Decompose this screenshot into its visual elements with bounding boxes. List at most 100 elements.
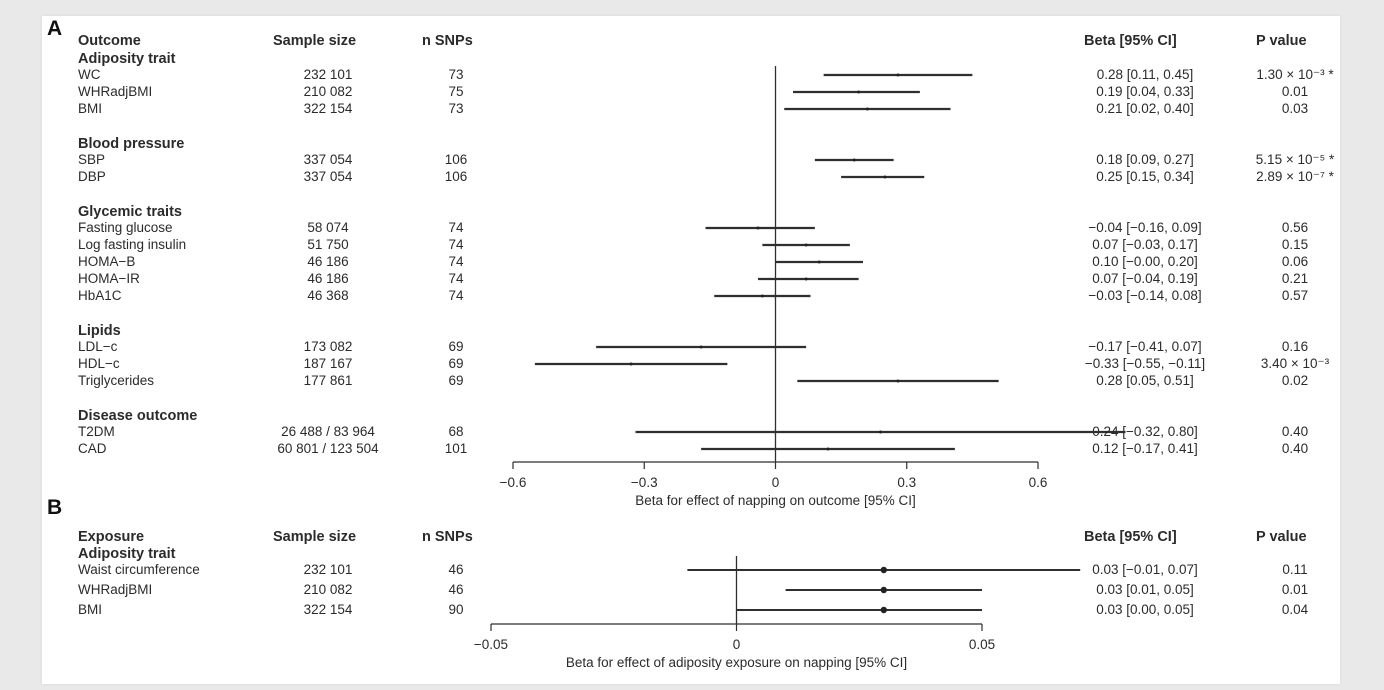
row-beta-ci: 0.28 [0.05, 0.51] bbox=[1096, 373, 1194, 388]
row-beta-ci: 0.07 [−0.04, 0.19] bbox=[1092, 271, 1198, 286]
header-outcome: Exposure bbox=[78, 529, 145, 545]
row-n-snps: 46 bbox=[448, 582, 464, 597]
row-p-value: 0.01 bbox=[1281, 84, 1309, 99]
row-label: WHRadjBMI bbox=[78, 582, 153, 597]
point-estimate bbox=[896, 73, 900, 77]
figure-card bbox=[42, 16, 1340, 684]
row-n-snps: 75 bbox=[448, 84, 464, 99]
header-n-snps: n SNPs bbox=[422, 529, 473, 545]
group-heading: Adiposity trait bbox=[78, 51, 176, 67]
point-estimate bbox=[880, 566, 887, 574]
row-n-snps: 74 bbox=[448, 220, 464, 235]
row-beta-ci: 0.03 [0.00, 0.05] bbox=[1096, 602, 1194, 617]
x-axis-label: Beta for effect of napping on outcome [9… bbox=[635, 493, 916, 508]
row-label: DBP bbox=[78, 169, 106, 184]
point-estimate bbox=[879, 430, 882, 434]
x-tick-label: 0 bbox=[771, 475, 780, 490]
row-p-value: 1.30 × 10⁻³ * bbox=[1256, 67, 1334, 82]
row-sample-size: 60 801 / 123 504 bbox=[277, 441, 379, 456]
x-tick-label: 0.3 bbox=[897, 475, 917, 490]
row-n-snps: 74 bbox=[448, 288, 464, 303]
row-n-snps: 74 bbox=[448, 271, 464, 286]
row-sample-size: 177 861 bbox=[303, 373, 353, 388]
row-beta-ci: −0.03 [−0.14, 0.08] bbox=[1088, 288, 1202, 303]
x-axis-label: Beta for effect of adiposity exposure on… bbox=[565, 655, 908, 670]
point-estimate bbox=[865, 107, 869, 111]
point-estimate bbox=[857, 90, 861, 94]
row-label: HbA1C bbox=[78, 288, 122, 303]
row-p-value: 0.16 bbox=[1281, 339, 1309, 354]
x-tick-label: −0.05 bbox=[473, 637, 509, 652]
row-p-value: 0.01 bbox=[1281, 582, 1309, 597]
row-beta-ci: 0.19 [0.04, 0.33] bbox=[1096, 84, 1194, 99]
row-p-value: 0.02 bbox=[1281, 373, 1309, 388]
point-estimate bbox=[760, 294, 764, 298]
point-estimate bbox=[880, 586, 887, 594]
row-label: HDL−c bbox=[78, 356, 120, 371]
point-estimate bbox=[804, 243, 808, 247]
row-sample-size: 173 082 bbox=[303, 339, 353, 354]
row-p-value: 0.21 bbox=[1281, 271, 1309, 286]
row-beta-ci: −0.33 [−0.55, −0.11] bbox=[1084, 356, 1206, 371]
row-p-value: 0.40 bbox=[1281, 424, 1309, 439]
x-tick-label: 0 bbox=[732, 637, 741, 652]
row-beta-ci: 0.12 [−0.17, 0.41] bbox=[1092, 441, 1198, 456]
header-p-value: P value bbox=[1256, 33, 1307, 49]
header-p-value: P value bbox=[1256, 529, 1307, 545]
row-label: T2DM bbox=[78, 424, 115, 439]
row-n-snps: 69 bbox=[448, 356, 464, 371]
row-sample-size: 46 186 bbox=[307, 254, 349, 269]
row-beta-ci: 0.21 [0.02, 0.40] bbox=[1096, 101, 1194, 116]
row-label: BMI bbox=[78, 101, 103, 116]
point-estimate bbox=[896, 379, 900, 383]
row-n-snps: 69 bbox=[448, 339, 464, 354]
row-label: LDL−c bbox=[78, 339, 118, 354]
row-n-snps: 74 bbox=[448, 254, 464, 269]
row-p-value: 0.04 bbox=[1281, 602, 1309, 617]
point-estimate bbox=[804, 277, 808, 281]
row-beta-ci: 0.28 [0.11, 0.45] bbox=[1096, 67, 1194, 82]
row-label: WC bbox=[78, 67, 101, 82]
row-beta-ci: 0.25 [0.15, 0.34] bbox=[1096, 169, 1194, 184]
group-heading: Blood pressure bbox=[78, 136, 185, 152]
row-label: Waist circumference bbox=[78, 562, 200, 577]
row-label: Fasting glucose bbox=[78, 220, 173, 235]
row-sample-size: 232 101 bbox=[303, 562, 353, 577]
row-beta-ci: −0.17 [−0.41, 0.07] bbox=[1088, 339, 1202, 354]
header-n-snps: n SNPs bbox=[422, 33, 473, 49]
x-tick-label: 0.05 bbox=[968, 637, 996, 652]
row-p-value: 0.57 bbox=[1281, 288, 1309, 303]
row-n-snps: 101 bbox=[444, 441, 468, 456]
point-estimate bbox=[699, 345, 703, 349]
row-p-value: 3.40 × 10⁻³ bbox=[1260, 356, 1330, 371]
row-beta-ci: 0.07 [−0.03, 0.17] bbox=[1092, 237, 1198, 252]
row-beta-ci: 0.24 [−0.32, 0.80] bbox=[1092, 424, 1198, 439]
header-beta-ci: Beta [95% CI] bbox=[1084, 33, 1177, 49]
row-p-value: 2.89 × 10⁻⁷ * bbox=[1256, 169, 1334, 184]
header-sample-size: Sample size bbox=[273, 529, 357, 545]
row-beta-ci: 0.18 [0.09, 0.27] bbox=[1096, 152, 1194, 167]
row-beta-ci: −0.04 [−0.16, 0.09] bbox=[1088, 220, 1202, 235]
row-p-value: 0.06 bbox=[1281, 254, 1309, 269]
row-label: Triglycerides bbox=[78, 373, 155, 388]
x-tick-label: −0.6 bbox=[499, 475, 527, 490]
row-n-snps: 74 bbox=[448, 237, 464, 252]
row-sample-size: 337 054 bbox=[303, 169, 353, 184]
row-sample-size: 337 054 bbox=[303, 152, 353, 167]
row-p-value: 0.03 bbox=[1281, 101, 1309, 116]
row-label: SBP bbox=[78, 152, 106, 167]
row-sample-size: 187 167 bbox=[303, 356, 353, 371]
point-estimate bbox=[629, 362, 633, 366]
row-label: HOMA−IR bbox=[78, 271, 140, 286]
row-n-snps: 68 bbox=[448, 424, 464, 439]
row-beta-ci: 0.03 [−0.01, 0.07] bbox=[1092, 562, 1198, 577]
point-estimate bbox=[826, 447, 830, 451]
header-outcome: Outcome bbox=[78, 33, 141, 49]
row-sample-size: 232 101 bbox=[303, 67, 353, 82]
header-sample-size: Sample size bbox=[273, 33, 357, 49]
row-sample-size: 58 074 bbox=[307, 220, 349, 235]
row-p-value: 0.15 bbox=[1281, 237, 1309, 252]
row-sample-size: 210 082 bbox=[303, 582, 353, 597]
header-beta-ci: Beta [95% CI] bbox=[1084, 529, 1177, 545]
panel-label: B bbox=[47, 496, 63, 519]
